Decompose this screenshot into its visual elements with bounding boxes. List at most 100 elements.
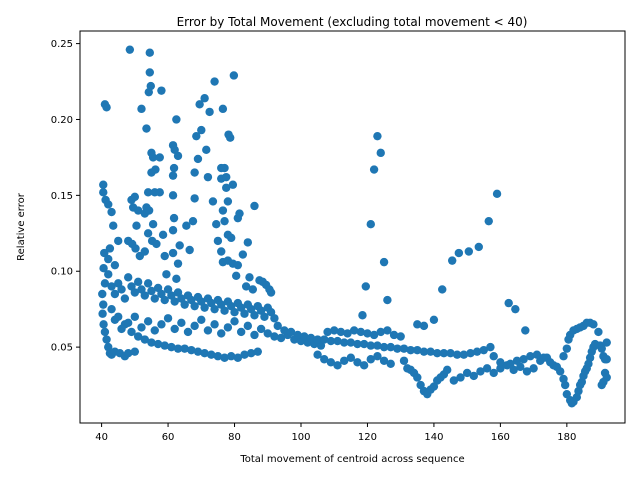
data-point: [326, 358, 336, 367]
data-point: [233, 260, 243, 270]
data-point: [323, 327, 332, 337]
y-axis-ticks: 0.05 0.10 0.15 0.20 0.25: [51, 39, 80, 354]
data-point: [143, 188, 153, 197]
data-point: [99, 264, 108, 273]
data-point: [203, 326, 213, 335]
data-point: [104, 270, 113, 279]
data-point: [228, 180, 238, 189]
data-point: [333, 336, 342, 346]
data-point: [168, 171, 178, 180]
data-point: [293, 330, 302, 340]
data-point: [190, 194, 199, 203]
data-point: [217, 329, 226, 338]
data-point: [99, 188, 108, 197]
data-point: [109, 221, 118, 230]
data-point: [358, 311, 367, 320]
data-point: [446, 348, 455, 358]
data-point: [147, 168, 156, 177]
data-point: [147, 286, 156, 296]
data-point: [546, 358, 555, 367]
data-point: [386, 342, 395, 352]
data-point: [330, 326, 339, 335]
data-point: [180, 300, 189, 309]
data-point: [486, 342, 495, 352]
data-point: [260, 312, 269, 321]
data-point: [469, 371, 478, 381]
data-point: [602, 355, 611, 364]
data-point: [104, 254, 113, 264]
data-point: [144, 206, 154, 215]
data-point: [182, 221, 191, 230]
data-point: [270, 332, 279, 341]
x-axis-ticks: 40 60 80 100 120 140 160 180: [95, 423, 576, 443]
data-point: [456, 373, 465, 382]
data-point: [511, 304, 520, 314]
data-point: [220, 216, 229, 226]
data-point: [373, 352, 382, 361]
data-point: [223, 323, 233, 332]
data-point: [597, 344, 606, 353]
data-point: [143, 229, 153, 238]
data-point: [235, 209, 244, 218]
data-point: [137, 104, 146, 114]
data-point: [320, 335, 329, 344]
data-point: [240, 309, 249, 318]
data-point: [167, 342, 176, 352]
data-point: [155, 153, 164, 162]
data-point: [359, 361, 369, 370]
data-point: [353, 358, 362, 367]
data-point: [250, 330, 259, 340]
data-point: [496, 358, 505, 367]
data-point: [459, 350, 469, 359]
data-point: [399, 344, 409, 353]
data-point: [99, 180, 108, 189]
data-point: [443, 365, 452, 375]
data-point: [522, 367, 532, 376]
data-point: [143, 317, 153, 326]
data-point: [248, 285, 257, 294]
data-point: [110, 289, 120, 299]
data-point: [187, 345, 196, 355]
data-point: [476, 367, 485, 376]
data-point: [169, 213, 179, 223]
data-point: [169, 163, 179, 173]
data-point: [160, 251, 169, 261]
data-point: [512, 356, 522, 365]
data-point: [125, 45, 135, 54]
data-point: [326, 336, 336, 346]
data-point: [366, 355, 375, 364]
data-point: [168, 226, 178, 235]
data-point: [130, 288, 140, 297]
data-point: [363, 329, 372, 338]
data-point: [376, 148, 385, 158]
data-point: [462, 368, 472, 378]
data-point: [210, 304, 219, 314]
data-point: [193, 347, 203, 356]
data-point: [226, 133, 235, 142]
data-point: [200, 348, 209, 358]
data-point: [123, 348, 133, 358]
y-tick-label: 0.15: [51, 191, 73, 202]
data-point: [123, 273, 133, 282]
data-point: [172, 115, 181, 124]
data-point: [270, 314, 279, 323]
data-point: [220, 163, 229, 173]
data-points: [98, 45, 611, 408]
data-point: [100, 327, 110, 337]
data-point: [160, 295, 169, 305]
data-point: [218, 206, 228, 215]
data-point: [177, 318, 186, 328]
data-point: [175, 241, 184, 250]
data-point: [140, 247, 149, 256]
data-point: [217, 247, 226, 256]
data-point: [131, 244, 140, 253]
data-point: [230, 317, 239, 326]
data-point: [117, 285, 126, 294]
data-point: [99, 300, 108, 309]
data-point: [562, 344, 572, 353]
data-point: [246, 348, 256, 358]
data-point: [519, 355, 528, 364]
data-point: [132, 221, 141, 230]
data-point: [396, 332, 405, 341]
data-point: [197, 125, 206, 135]
